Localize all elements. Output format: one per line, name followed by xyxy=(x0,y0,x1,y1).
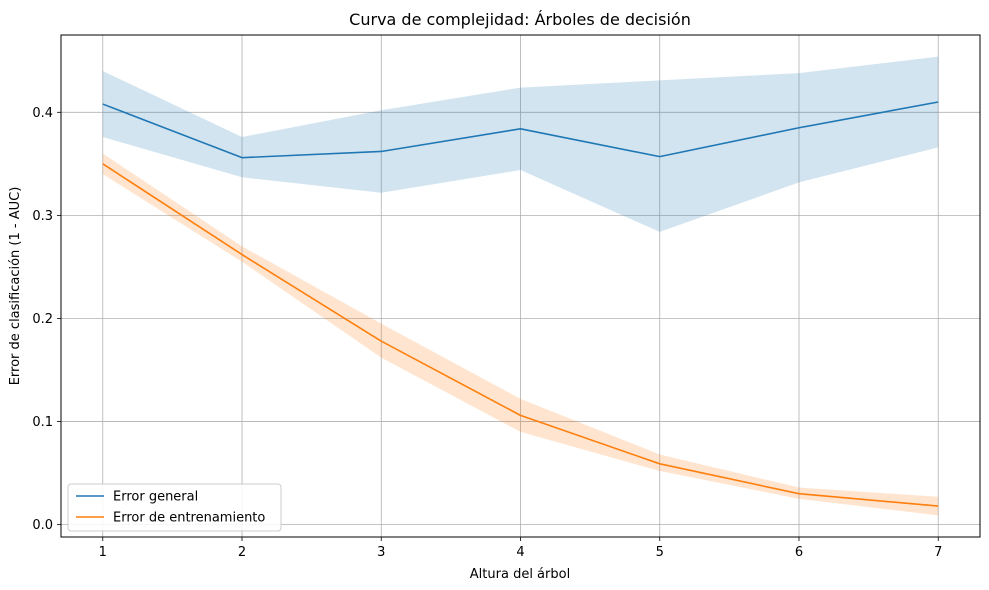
x-tick-label: 4 xyxy=(516,545,524,560)
legend-box xyxy=(67,483,282,532)
x-tick-label: 3 xyxy=(377,545,385,560)
x-axis-ticks: 1 2 3 4 5 6 7 xyxy=(99,537,942,560)
y-tick-label: 0.0 xyxy=(32,518,53,533)
legend-label: Error general xyxy=(113,490,198,505)
y-tick-label: 0.3 xyxy=(32,209,53,224)
y-tick-label: 0.2 xyxy=(32,312,53,327)
x-tick-label: 7 xyxy=(934,545,942,560)
confidence-bands xyxy=(102,56,939,516)
series-1-line xyxy=(102,163,939,507)
y-axis-label: Error de clasificación (1 - AUC) xyxy=(8,187,23,386)
y-tick-label: 0.4 xyxy=(32,106,53,121)
y-axis-ticks: 0.0 0.1 0.2 0.3 0.4 xyxy=(32,106,61,533)
legend-label: Error de entrenamiento xyxy=(113,511,265,526)
legend: Error general Error de entrenamiento xyxy=(67,483,282,532)
chart-title: Curva de complejidad: Árboles de decisió… xyxy=(349,10,691,29)
grid xyxy=(61,35,980,537)
x-tick-label: 6 xyxy=(795,545,803,560)
series-0-band xyxy=(102,56,939,232)
y-tick-label: 0.1 xyxy=(32,415,53,430)
x-axis-label: Altura del árbol xyxy=(470,567,570,582)
series-lines xyxy=(102,101,939,507)
x-tick-label: 2 xyxy=(238,545,246,560)
x-tick-label: 5 xyxy=(656,545,664,560)
series-0-line xyxy=(102,101,939,159)
x-tick-label: 1 xyxy=(99,545,107,560)
plot-frame xyxy=(60,34,981,538)
